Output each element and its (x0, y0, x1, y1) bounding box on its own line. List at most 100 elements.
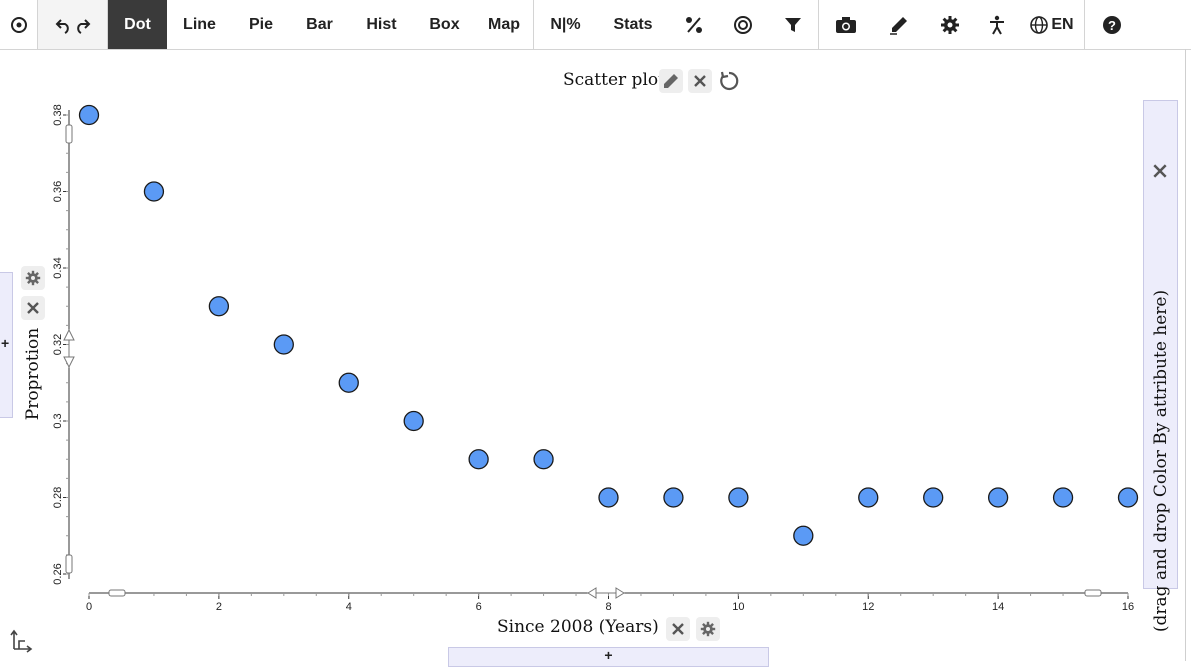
svg-text:?: ? (1108, 18, 1116, 33)
gear-icon (941, 15, 959, 34)
pen-button[interactable] (873, 0, 925, 49)
help-button[interactable]: ? (1085, 0, 1139, 49)
help-icon: ? (1103, 15, 1121, 34)
language-button[interactable]: EN (1019, 0, 1085, 49)
data-point[interactable] (663, 487, 684, 508)
data-point[interactable] (923, 487, 944, 508)
clear-title-button[interactable] (688, 69, 712, 93)
camera-icon (836, 16, 856, 33)
hist-label: Hist (366, 15, 397, 33)
x-axis-max-handle[interactable] (1084, 589, 1102, 597)
accessibility-button[interactable] (975, 0, 1019, 49)
data-point[interactable] (987, 487, 1009, 508)
line-label: Line (183, 15, 216, 33)
x-tick-label: 14 (992, 601, 1004, 613)
data-point[interactable] (533, 449, 554, 470)
plot-title: Scatter plot (563, 70, 665, 90)
close-icon (27, 302, 39, 314)
axes-swap-icon (10, 629, 33, 653)
x-axis-min-handle[interactable] (108, 589, 126, 597)
stats-label: Stats (613, 15, 653, 33)
close-icon (672, 623, 684, 635)
x-tick-label: 4 (346, 601, 352, 613)
pie-chart-button[interactable]: Pie (232, 0, 290, 49)
data-point[interactable] (858, 487, 879, 508)
pie-label: Pie (248, 15, 273, 33)
n-percent-button[interactable]: N|% (534, 0, 597, 49)
line-plot-button[interactable]: Line (167, 0, 232, 49)
x-tick-label: 10 (732, 601, 744, 613)
y-axis-max-handle[interactable] (65, 124, 73, 144)
y-tick-label: 0.32 (52, 334, 64, 355)
bar-label: Bar (306, 15, 333, 33)
bottom-drop-zone[interactable]: + (448, 647, 769, 667)
x-axis-label[interactable]: Since 2008 (Years) (497, 617, 659, 637)
pen-icon (890, 16, 907, 35)
reset-title-button[interactable] (717, 69, 741, 93)
globe-icon (1030, 15, 1049, 34)
data-point[interactable] (143, 181, 165, 202)
y-axis-settings-button[interactable] (21, 266, 45, 290)
dot-plot-button[interactable]: Dot (108, 0, 167, 49)
undo-redo-button[interactable] (38, 0, 108, 49)
y-tick-label: 0.36 (52, 181, 64, 202)
x-tick-label: 16 (1122, 601, 1134, 613)
color-by-close-button[interactable] (1152, 163, 1168, 184)
color-by-hint: (drag and drop Color By attribute here) (1151, 289, 1171, 633)
x-axis-pan-handle[interactable] (587, 587, 625, 599)
camera-button[interactable] (819, 0, 873, 49)
x-axis-remove-button[interactable] (666, 617, 690, 641)
settings-button[interactable] (925, 0, 975, 49)
close-icon (1153, 164, 1167, 178)
data-point[interactable] (273, 334, 294, 355)
data-point[interactable] (78, 104, 100, 126)
data-point[interactable] (1052, 487, 1074, 508)
x-axis-settings-button[interactable] (696, 617, 720, 641)
left-drop-zone[interactable]: + (0, 272, 13, 418)
map-button[interactable]: Map (475, 0, 534, 49)
y-tick-label: 0.34 (52, 257, 64, 278)
close-icon (694, 75, 706, 87)
y-axis-remove-button[interactable] (21, 296, 45, 320)
pencil-icon (664, 74, 678, 88)
y-axis-min-handle[interactable] (65, 554, 73, 574)
data-point[interactable] (793, 525, 814, 546)
histogram-button[interactable]: Hist (349, 0, 414, 49)
toolbar: Dot Line Pie Bar Hist Box Map N|% Stats … (0, 0, 1191, 50)
map-label: Map (488, 15, 520, 33)
y-axis-label[interactable]: Proprotion (23, 327, 43, 421)
x-tick-label: 6 (476, 601, 482, 613)
target-icon (10, 16, 27, 33)
x-tick-label: 12 (862, 601, 874, 613)
data-point[interactable] (338, 372, 359, 393)
data-point[interactable] (598, 487, 619, 508)
y-tick-label: 0.38 (52, 104, 64, 125)
x-tick-label: 0 (86, 601, 92, 613)
gear-icon (700, 621, 716, 637)
data-point[interactable] (208, 296, 230, 317)
y-axis-pan-handle[interactable] (63, 328, 75, 369)
data-point[interactable] (728, 487, 749, 508)
bar-chart-button[interactable]: Bar (290, 0, 349, 49)
box-plot-button[interactable]: Box (414, 0, 475, 49)
stats-button[interactable]: Stats (597, 0, 669, 49)
percent-button[interactable] (669, 0, 719, 49)
x-tick-label: 8 (605, 601, 611, 613)
panel-divider (1185, 49, 1186, 661)
y-tick-label: 0.3 (52, 413, 64, 428)
data-point[interactable] (468, 449, 489, 470)
target-button[interactable] (0, 0, 38, 49)
bottom-drop-plus: + (604, 647, 613, 663)
edit-title-button[interactable] (659, 69, 683, 93)
filter-button[interactable] (767, 0, 819, 49)
left-drop-plus: + (1, 335, 10, 351)
color-by-drop-zone[interactable]: (drag and drop Color By attribute here) (1143, 100, 1178, 632)
data-point[interactable] (1117, 487, 1139, 508)
accessibility-icon (990, 15, 1004, 34)
y-tick-label: 0.26 (52, 563, 64, 584)
axes-swap-button[interactable] (8, 627, 34, 658)
undo-redo-icon (55, 18, 90, 34)
data-point[interactable] (403, 410, 424, 432)
circle-button[interactable] (719, 0, 767, 49)
box-label: Box (429, 15, 460, 33)
